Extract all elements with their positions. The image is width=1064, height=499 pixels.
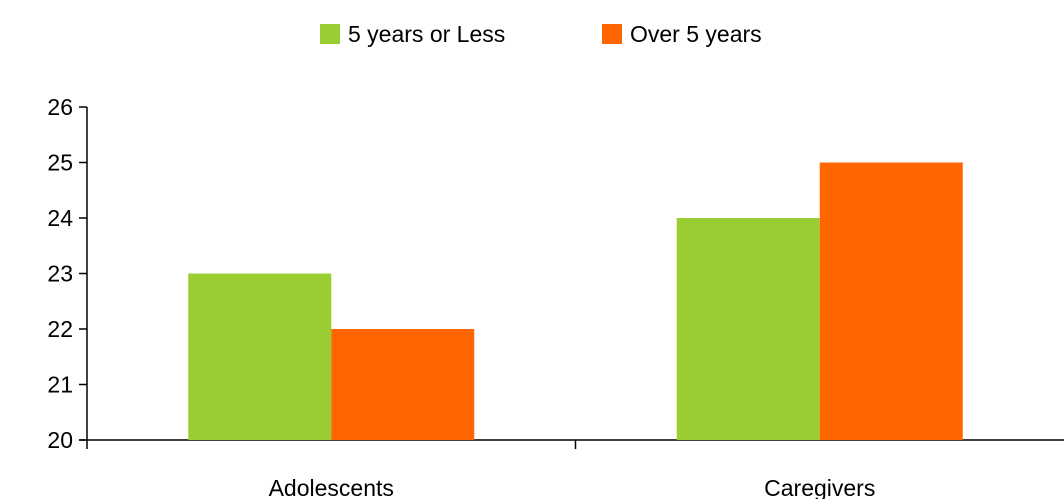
y-tick-label: 25	[47, 150, 73, 176]
bar-caregivers-series-1	[676, 218, 820, 440]
x-axis: Adolescents Caregivers	[79, 439, 1064, 499]
x-tick-label: Adolescents	[269, 475, 394, 499]
legend-swatch	[602, 24, 622, 44]
y-tick-label: 22	[47, 316, 73, 342]
y-tick-label: 26	[47, 94, 73, 120]
y-tick-label: 24	[47, 205, 73, 231]
y-axis: 20 21 22 23 24 25 26	[47, 94, 88, 453]
legend-label: 5 years or Less	[348, 21, 505, 47]
legend-label: Over 5 years	[630, 21, 762, 47]
bar-adolescents-series-1	[188, 273, 332, 440]
bar-caregivers-series-2	[819, 162, 963, 440]
bars	[188, 162, 963, 440]
y-tick-label: 21	[47, 372, 73, 398]
x-tick-label: Caregivers	[764, 475, 875, 499]
y-tick-label: 23	[47, 261, 73, 287]
legend-swatch	[320, 24, 340, 44]
bar-adolescents-series-2	[331, 329, 475, 440]
legend: 5 years or Less Over 5 years	[320, 21, 762, 47]
y-tick-label: 20	[47, 427, 73, 453]
